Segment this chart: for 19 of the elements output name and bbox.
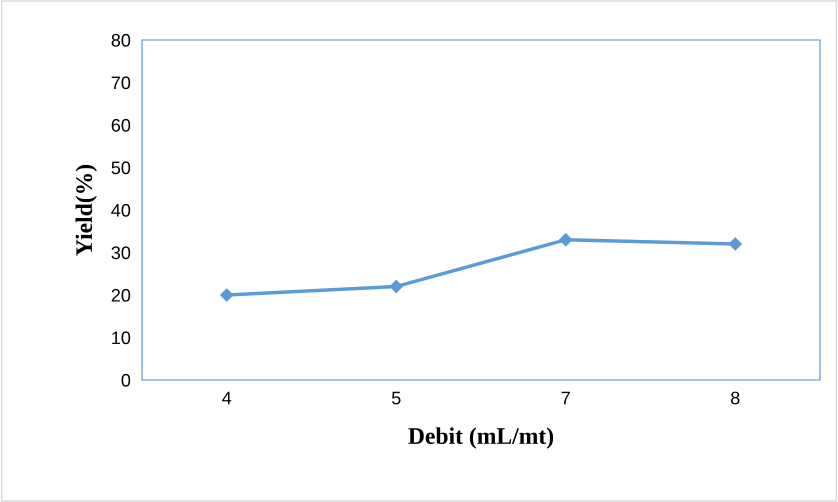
- x-tick-label: 7: [562, 392, 570, 404]
- y-tick-label: 60: [112, 118, 130, 132]
- y-tick-label: 0: [122, 374, 130, 387]
- y-tick-label: 20: [112, 288, 130, 302]
- x-tick-label: 5: [392, 392, 401, 404]
- y-tick-label: 70: [112, 76, 130, 90]
- point: [220, 288, 234, 302]
- y-tick-label: 10: [112, 331, 130, 344]
- y-axis-title: Yield(%): [76, 164, 97, 256]
- y-tick-label: 80: [112, 34, 130, 47]
- y-tick-label: 50: [112, 161, 130, 174]
- y-tick-label: 30: [111, 246, 130, 260]
- x-axis-title: Debit (mL/mt): [408, 427, 554, 449]
- x-tick-label: 4: [222, 392, 232, 404]
- x-tick-label: 8: [731, 392, 740, 404]
- point: [559, 233, 572, 246]
- point: [728, 237, 742, 251]
- point: [390, 280, 403, 294]
- y-tick-label: 40: [111, 204, 130, 217]
